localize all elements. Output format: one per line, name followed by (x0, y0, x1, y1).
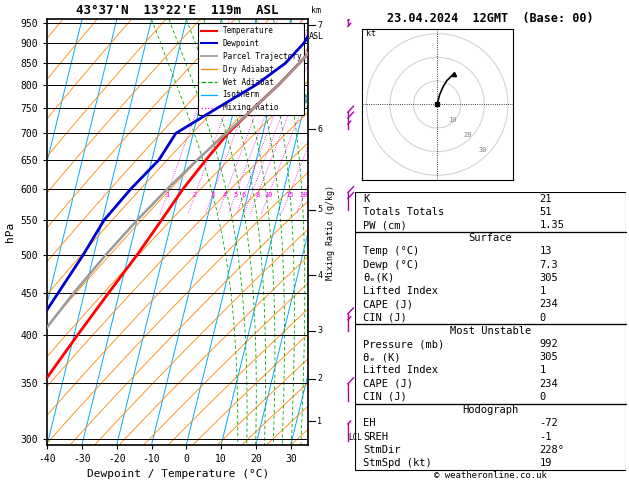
Legend: Temperature, Dewpoint, Parcel Trajectory, Dry Adiabat, Wet Adiabat, Isotherm, Mi: Temperature, Dewpoint, Parcel Trajectory… (198, 23, 304, 115)
Text: 30: 30 (479, 147, 487, 154)
Text: Lifted Index: Lifted Index (364, 365, 438, 376)
Text: Mixing Ratio (g/kg): Mixing Ratio (g/kg) (326, 185, 335, 279)
Text: 228°: 228° (539, 445, 564, 455)
Text: 4: 4 (317, 271, 322, 280)
Text: 1: 1 (539, 286, 545, 296)
Text: CAPE (J): CAPE (J) (364, 379, 413, 389)
Text: Hodograph: Hodograph (462, 405, 519, 415)
Text: © weatheronline.co.uk: © weatheronline.co.uk (434, 471, 547, 480)
Bar (355, 403, 626, 469)
Text: 20: 20 (300, 192, 308, 198)
Text: 51: 51 (539, 207, 552, 217)
Text: Most Unstable: Most Unstable (450, 326, 532, 336)
Text: CIN (J): CIN (J) (364, 392, 407, 402)
Text: 0: 0 (539, 392, 545, 402)
Text: 2: 2 (193, 192, 197, 198)
Text: 8: 8 (255, 192, 260, 198)
Text: 7: 7 (317, 21, 322, 30)
Text: -1: -1 (539, 432, 552, 442)
Text: θₑ (K): θₑ (K) (364, 352, 401, 362)
Text: 7.3: 7.3 (539, 260, 558, 270)
Text: 19: 19 (539, 458, 552, 468)
Bar (355, 232, 626, 324)
Text: 5: 5 (317, 205, 322, 214)
Text: 0: 0 (539, 312, 545, 323)
Text: ASL: ASL (309, 32, 324, 41)
Text: 992: 992 (539, 339, 558, 349)
Text: 10: 10 (448, 117, 457, 123)
Text: 10: 10 (264, 192, 273, 198)
Text: 2: 2 (317, 375, 322, 383)
Text: 6: 6 (317, 125, 322, 134)
Text: 5: 5 (233, 192, 238, 198)
Text: PW (cm): PW (cm) (364, 220, 407, 230)
Text: CIN (J): CIN (J) (364, 312, 407, 323)
Text: 3: 3 (317, 327, 322, 335)
Text: -72: -72 (539, 418, 558, 428)
Text: km: km (311, 6, 321, 15)
Text: K: K (364, 193, 370, 204)
Text: 3: 3 (210, 192, 214, 198)
Text: 15: 15 (285, 192, 293, 198)
Text: CAPE (J): CAPE (J) (364, 299, 413, 310)
Title: 43°37'N  13°22'E  119m  ASL: 43°37'N 13°22'E 119m ASL (77, 4, 279, 17)
Text: StmSpd (kt): StmSpd (kt) (364, 458, 432, 468)
Text: 234: 234 (539, 379, 558, 389)
Text: 305: 305 (539, 352, 558, 362)
Text: 20: 20 (464, 132, 472, 138)
Text: Lifted Index: Lifted Index (364, 286, 438, 296)
Text: 6: 6 (242, 192, 246, 198)
Text: 21: 21 (539, 193, 552, 204)
Text: 4: 4 (223, 192, 227, 198)
X-axis label: Dewpoint / Temperature (°C): Dewpoint / Temperature (°C) (87, 469, 269, 479)
Text: Temp (°C): Temp (°C) (364, 246, 420, 257)
Text: Surface: Surface (469, 233, 513, 243)
Text: 305: 305 (539, 273, 558, 283)
Text: Dewp (°C): Dewp (°C) (364, 260, 420, 270)
Text: StmDir: StmDir (364, 445, 401, 455)
Text: LCL: LCL (348, 433, 362, 442)
Bar (355, 324, 626, 403)
Text: EH: EH (364, 418, 376, 428)
Y-axis label: hPa: hPa (5, 222, 15, 242)
Text: 23.04.2024  12GMT  (Base: 00): 23.04.2024 12GMT (Base: 00) (387, 12, 594, 25)
Text: Pressure (mb): Pressure (mb) (364, 339, 445, 349)
Text: Totals Totals: Totals Totals (364, 207, 445, 217)
Text: 1: 1 (165, 192, 169, 198)
Text: 13: 13 (539, 246, 552, 257)
Text: 1: 1 (539, 365, 545, 376)
Text: 1.35: 1.35 (539, 220, 564, 230)
Text: θₑ(K): θₑ(K) (364, 273, 395, 283)
Text: 1: 1 (317, 417, 322, 426)
Text: kt: kt (366, 29, 376, 38)
Text: 234: 234 (539, 299, 558, 310)
Text: SREH: SREH (364, 432, 389, 442)
Bar (355, 192, 626, 232)
